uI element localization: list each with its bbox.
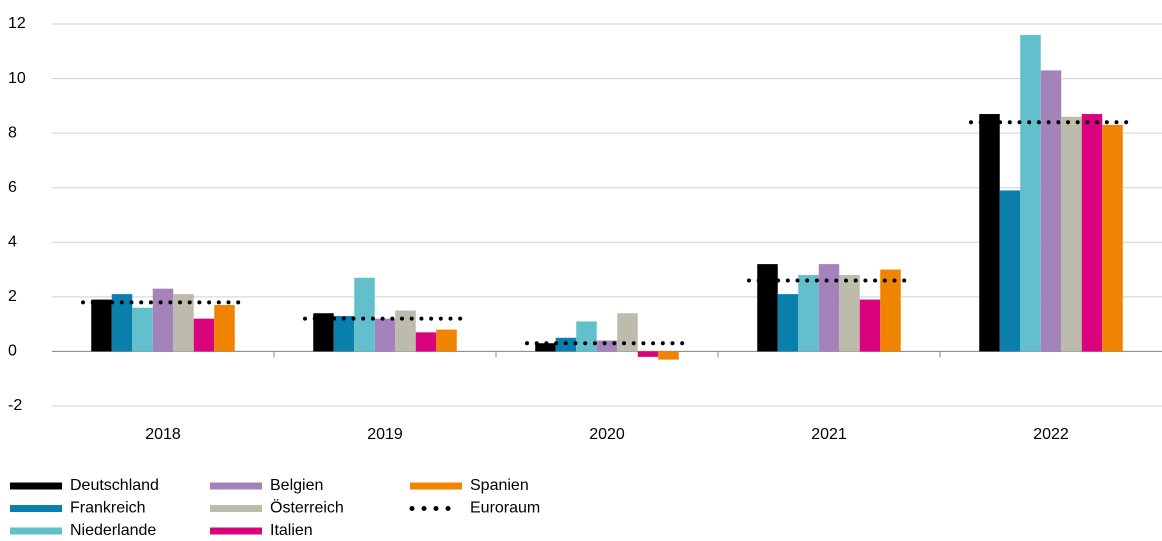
x-tick-label: 2018: [145, 426, 181, 443]
legend-swatch: [210, 505, 262, 512]
bar: [152, 288, 174, 352]
x-tick-label: 2022: [1033, 426, 1069, 443]
legend-swatch: [10, 527, 62, 535]
bar: [333, 315, 355, 352]
bar: [1020, 34, 1041, 352]
y-tick-label: 4: [8, 234, 17, 251]
bar: [1040, 70, 1062, 352]
bar: [798, 275, 819, 352]
legend-label: Belgien: [270, 477, 323, 494]
y-tick-label: 12: [8, 15, 26, 32]
bar: [839, 275, 860, 352]
bar: [576, 321, 597, 352]
legend-label: Deutschland: [70, 477, 159, 494]
legend-swatch: [10, 505, 62, 512]
bar: [535, 343, 556, 352]
bar: [91, 299, 112, 352]
bar: [617, 313, 638, 352]
bar: [1061, 116, 1082, 352]
bar: [132, 307, 153, 352]
bar: [111, 294, 133, 352]
y-tick-label: 6: [8, 179, 17, 196]
bar: [193, 318, 215, 352]
bar: [757, 264, 778, 352]
bar: [1081, 114, 1103, 352]
bar: [354, 277, 375, 352]
legend-label: Euroraum: [470, 500, 540, 517]
bar: [777, 294, 799, 352]
bar: [436, 329, 457, 352]
bar: [415, 332, 437, 352]
legend-swatch: [10, 482, 62, 490]
y-tick-label: 8: [8, 124, 17, 141]
x-tick-label: 2020: [589, 426, 625, 443]
y-tick-label: 2: [8, 288, 17, 305]
legend-label: Spanien: [470, 477, 529, 494]
bar: [214, 305, 235, 352]
y-tick-label: 10: [8, 70, 26, 87]
legend-swatch: [210, 482, 262, 490]
legend-label: Niederlande: [70, 522, 156, 539]
bar: [637, 351, 659, 357]
legend-label: Frankreich: [70, 500, 146, 517]
bar: [979, 114, 1000, 352]
legend-label: Österreich: [270, 499, 344, 517]
legend-swatch: [410, 482, 462, 490]
bar: [395, 310, 416, 352]
y-tick-label: 0: [8, 343, 17, 360]
legend-label: Italien: [270, 522, 313, 539]
x-tick-label: 2021: [811, 426, 847, 443]
bar: [658, 351, 679, 360]
bar: [374, 318, 396, 352]
legend-swatch: [210, 527, 262, 535]
bar: [880, 269, 901, 352]
bar: [313, 313, 334, 352]
x-tick-label: 2019: [367, 426, 403, 443]
bar: [1102, 124, 1123, 352]
bar: [173, 294, 194, 352]
bar: [818, 264, 840, 352]
y-tick-label: -2: [8, 397, 22, 414]
bar: [859, 299, 881, 352]
bar: [596, 340, 618, 352]
bar: [999, 190, 1021, 352]
